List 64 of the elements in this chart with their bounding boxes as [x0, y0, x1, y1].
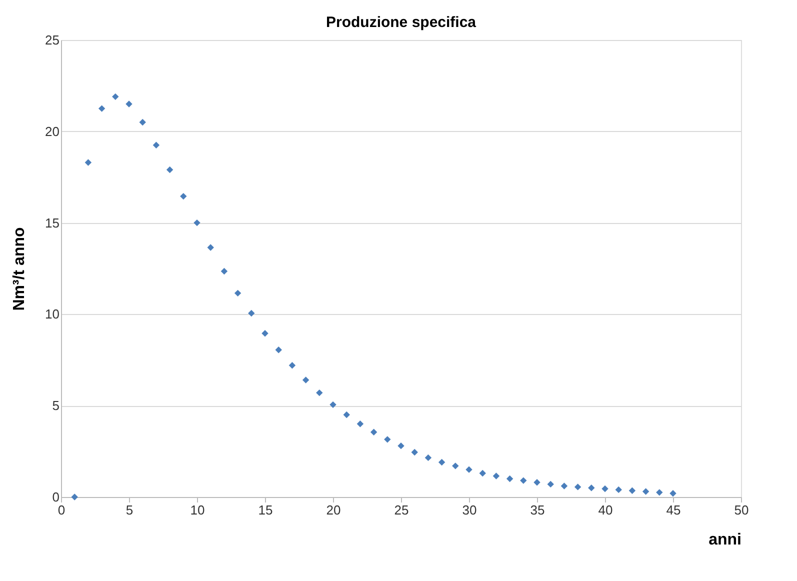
point — [316, 389, 323, 396]
x-tick-label: 30 — [462, 502, 477, 518]
point — [288, 362, 296, 369]
point — [438, 458, 446, 466]
point — [602, 485, 608, 492]
x-tick-label: 50 — [734, 502, 749, 518]
y-tick-label: 5 — [52, 398, 60, 414]
point — [234, 290, 242, 297]
point — [424, 454, 432, 462]
point — [275, 346, 282, 354]
point — [71, 494, 78, 500]
point — [194, 219, 200, 226]
point — [642, 488, 650, 495]
point — [398, 442, 404, 450]
x-tick-label: 40 — [598, 502, 613, 518]
x-tick-label: 45 — [666, 502, 681, 518]
point — [479, 470, 486, 477]
y-tick-label: 25 — [45, 32, 60, 48]
point — [560, 482, 568, 490]
point — [248, 310, 255, 317]
point — [262, 330, 268, 337]
point — [574, 484, 582, 490]
point — [180, 192, 187, 200]
point — [330, 401, 336, 408]
y-tick-label: 10 — [45, 306, 60, 322]
point — [356, 420, 364, 428]
point — [370, 428, 378, 436]
y-tick-label: 15 — [45, 215, 60, 230]
point — [466, 466, 472, 473]
point — [302, 376, 310, 384]
y-tick-label: 0 — [52, 490, 60, 504]
point — [84, 159, 92, 166]
point — [547, 480, 554, 488]
x-tick-label: 35 — [530, 502, 545, 518]
x-tick-label: 5 — [126, 502, 134, 518]
point — [492, 472, 500, 480]
x-tick-label: 15 — [258, 502, 273, 518]
x-tick-label: 20 — [326, 502, 341, 518]
point — [411, 448, 418, 456]
point — [506, 475, 514, 482]
point — [98, 105, 106, 112]
point — [207, 244, 214, 251]
point — [126, 100, 132, 108]
point — [452, 462, 459, 470]
x-tick-label: 10 — [190, 502, 205, 518]
point — [588, 484, 595, 492]
x-tick-label: 25 — [394, 502, 409, 518]
point — [166, 166, 174, 174]
chart-title: Produzione specifica — [326, 14, 477, 31]
point — [656, 489, 663, 496]
point — [220, 268, 228, 275]
point — [152, 142, 160, 148]
point — [628, 487, 636, 494]
x-axis-title: anni — [708, 532, 742, 548]
point — [343, 411, 350, 418]
y-axis-title: Nm³/t anno — [11, 227, 28, 311]
point — [670, 490, 676, 497]
point — [534, 479, 540, 486]
point — [112, 93, 119, 100]
point — [615, 486, 622, 494]
point — [384, 436, 391, 443]
point — [139, 118, 146, 126]
y-tick-label: 20 — [45, 124, 60, 139]
point — [520, 477, 527, 484]
